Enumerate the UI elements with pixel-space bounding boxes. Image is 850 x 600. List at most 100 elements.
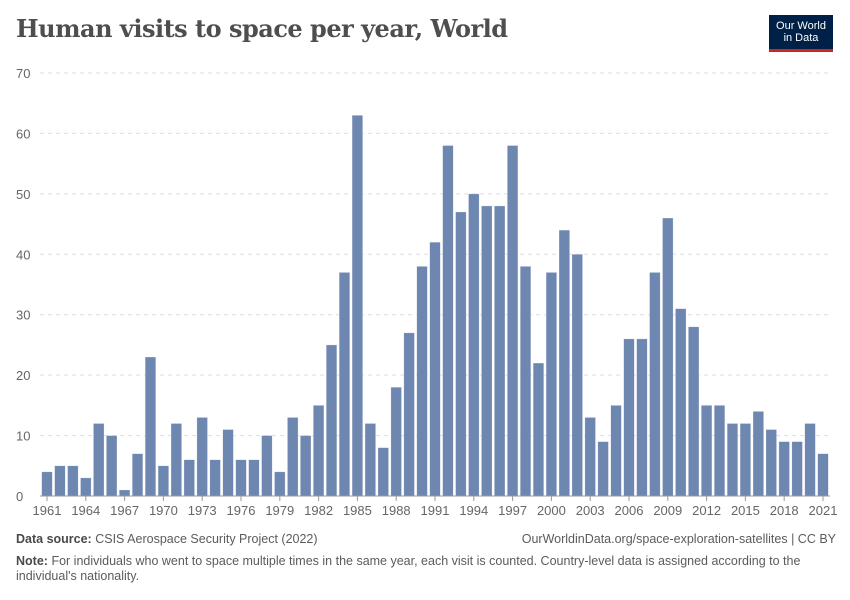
- bar-1975[interactable]: [222, 429, 234, 497]
- x-tick-label: 2009: [653, 503, 682, 518]
- bar-1982[interactable]: [313, 405, 325, 497]
- bar-2016[interactable]: [752, 411, 764, 497]
- bar-2013[interactable]: [713, 405, 726, 497]
- bar-1977[interactable]: [248, 459, 260, 497]
- bar-2008[interactable]: [649, 272, 661, 497]
- bar-1995[interactable]: [481, 205, 493, 497]
- bar-1984[interactable]: [338, 272, 351, 497]
- x-tick-label: 2006: [615, 503, 644, 518]
- bar-1987[interactable]: [377, 447, 389, 497]
- x-tick-label: 1970: [149, 503, 178, 518]
- x-tick-label: 2000: [537, 503, 566, 518]
- x-tick-label: 1991: [421, 503, 450, 518]
- y-tick-label: 30: [16, 308, 30, 323]
- x-tick-label: 2012: [692, 503, 721, 518]
- bar-1972[interactable]: [183, 459, 195, 497]
- bar-1994[interactable]: [468, 193, 480, 497]
- y-tick-label: 40: [16, 247, 30, 262]
- logo-line-1: Our World: [776, 20, 826, 32]
- bar-1999[interactable]: [532, 362, 545, 497]
- bar-2018[interactable]: [778, 441, 790, 497]
- x-tick-label: 1988: [382, 503, 411, 518]
- x-tick-label: 1964: [71, 503, 100, 518]
- bar-1963[interactable]: [67, 465, 79, 497]
- x-tick-label: 2015: [731, 503, 760, 518]
- bar-2011[interactable]: [688, 326, 700, 497]
- bar-1967[interactable]: [119, 489, 131, 497]
- bar-1971[interactable]: [170, 423, 182, 497]
- bar-1976[interactable]: [235, 459, 247, 497]
- bar-2010[interactable]: [675, 308, 687, 497]
- bar-2014[interactable]: [726, 423, 739, 497]
- logo-line-2: in Data: [783, 32, 819, 44]
- bar-1973[interactable]: [196, 417, 208, 497]
- y-tick-label: 70: [16, 66, 30, 81]
- x-tick-label: 1961: [33, 503, 62, 518]
- bar-1980[interactable]: [287, 417, 299, 497]
- bar-2012[interactable]: [701, 405, 713, 497]
- bar-1969[interactable]: [144, 356, 157, 497]
- source-url[interactable]: OurWorldinData.org/space-exploration-sat…: [521, 532, 836, 546]
- bar-2020[interactable]: [804, 423, 816, 497]
- bar-2002[interactable]: [571, 254, 583, 497]
- x-tick-label: 2003: [576, 503, 605, 518]
- bar-chart: 0 10 20 30 40 50 60 70 1961 1964 1967 1970 1973 1976…: [16, 66, 838, 518]
- x-tick-label: 2021: [809, 503, 838, 518]
- x-tick-label: 2018: [770, 503, 799, 518]
- bar-2006[interactable]: [623, 338, 635, 497]
- x-tick-label: 1982: [304, 503, 333, 518]
- footer: Data source: CSIS Aerospace Security Pro…: [16, 532, 836, 584]
- bar-1981[interactable]: [300, 435, 312, 497]
- owid-logo[interactable]: Our World in Data: [769, 15, 833, 52]
- bar-1962[interactable]: [54, 465, 66, 497]
- bars: [41, 115, 829, 497]
- bar-2017[interactable]: [765, 429, 777, 497]
- bar-2007[interactable]: [636, 338, 648, 497]
- source-label: Data source:: [16, 532, 92, 546]
- bar-1970[interactable]: [157, 465, 169, 497]
- source-text: CSIS Aerospace Security Project (2022): [95, 532, 318, 546]
- bar-1961[interactable]: [41, 471, 53, 497]
- bar-2003[interactable]: [584, 417, 596, 497]
- x-tick-label: 1997: [498, 503, 527, 518]
- bar-1997[interactable]: [507, 145, 519, 497]
- bar-1974[interactable]: [209, 459, 221, 497]
- x-tick-label: 1979: [265, 503, 294, 518]
- bar-1978[interactable]: [261, 435, 273, 497]
- bar-1979[interactable]: [274, 471, 286, 497]
- bar-1983[interactable]: [325, 344, 338, 497]
- bar-1992[interactable]: [442, 145, 454, 497]
- note-text: For individuals who went to space multip…: [16, 554, 801, 583]
- bar-2001[interactable]: [558, 229, 570, 497]
- bar-2015[interactable]: [739, 423, 751, 497]
- bar-1988[interactable]: [390, 386, 402, 497]
- note: Note: For individuals who went to space …: [16, 554, 836, 584]
- chart-title: Human visits to space per year, World: [16, 14, 508, 43]
- bar-2019[interactable]: [791, 441, 803, 497]
- bar-2009[interactable]: [662, 217, 674, 497]
- x-tick-label: 1985: [343, 503, 372, 518]
- bar-1964[interactable]: [80, 477, 92, 497]
- x-tick-label: 1976: [227, 503, 256, 518]
- bar-1968[interactable]: [131, 453, 144, 497]
- bar-2000[interactable]: [545, 272, 557, 497]
- bar-1990[interactable]: [416, 266, 428, 497]
- x-tick-label: 1994: [459, 503, 488, 518]
- x-tick-label: 1967: [110, 503, 139, 518]
- note-label: Note:: [16, 554, 48, 568]
- bar-1998[interactable]: [519, 266, 532, 497]
- bar-1965[interactable]: [93, 423, 105, 497]
- bar-2004[interactable]: [597, 441, 609, 497]
- y-tick-label: 50: [16, 187, 30, 202]
- y-tick-label: 60: [16, 126, 30, 141]
- bar-1993[interactable]: [455, 211, 467, 497]
- bar-1996[interactable]: [494, 205, 506, 497]
- bar-1991[interactable]: [429, 241, 441, 497]
- bar-2021[interactable]: [817, 453, 829, 497]
- bar-1986[interactable]: [364, 423, 376, 497]
- y-tick-label: 10: [16, 429, 30, 444]
- bar-1966[interactable]: [106, 435, 118, 497]
- bar-1989[interactable]: [403, 332, 415, 497]
- bar-1985[interactable]: [351, 115, 363, 497]
- bar-2005[interactable]: [610, 405, 622, 497]
